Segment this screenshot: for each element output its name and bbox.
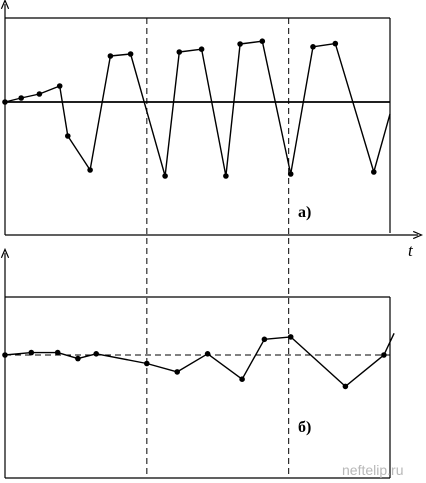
watermark: neftelip.ru <box>342 462 403 478</box>
data-point-1-4 <box>56 83 63 89</box>
data-point-2-8 <box>204 351 211 357</box>
data-point-1-5 <box>65 133 71 139</box>
data-point-1-1 <box>2 99 8 105</box>
data-point-1-13 <box>237 41 243 47</box>
panel-label-a: а) <box>298 204 311 221</box>
reference-lines <box>5 101 390 356</box>
series-line-1 <box>4 40 391 177</box>
data-point-2-7 <box>174 369 180 375</box>
chart-frame <box>5 4 418 479</box>
series-line-2 <box>4 333 395 388</box>
data-point-2-10 <box>261 336 268 343</box>
data-point-2-3 <box>54 349 61 356</box>
data-point-1-12 <box>223 173 229 179</box>
data-point-1-9 <box>162 173 168 179</box>
vertical-dashed-gridlines <box>146 18 290 478</box>
data-point-2-13 <box>381 352 387 358</box>
data-point-2-6 <box>144 360 150 367</box>
data-point-2-12 <box>342 383 349 390</box>
data-point-1-17 <box>332 40 339 47</box>
data-point-1-2 <box>18 95 25 101</box>
panel-label-b: б) <box>298 419 311 436</box>
data-point-1-16 <box>310 44 316 50</box>
data-point-1-6 <box>87 167 93 173</box>
data-point-1-3 <box>36 91 43 97</box>
data-point-1-15 <box>287 171 294 177</box>
data-point-1-7 <box>107 53 114 59</box>
data-point-2-5 <box>93 351 99 357</box>
data-point-2-4 <box>75 355 81 362</box>
data-point-1-14 <box>259 38 266 44</box>
time-axis-label: t <box>408 241 414 260</box>
data-point-2-11 <box>287 334 294 340</box>
data-point-2-1 <box>2 352 8 358</box>
data-point-1-8 <box>127 51 134 57</box>
data-point-2-9 <box>239 376 245 383</box>
data-point-1-11 <box>198 46 205 52</box>
data-series <box>2 38 395 390</box>
data-point-1-10 <box>176 49 183 55</box>
data-point-2-2 <box>28 349 35 356</box>
data-point-1-18 <box>371 169 377 175</box>
